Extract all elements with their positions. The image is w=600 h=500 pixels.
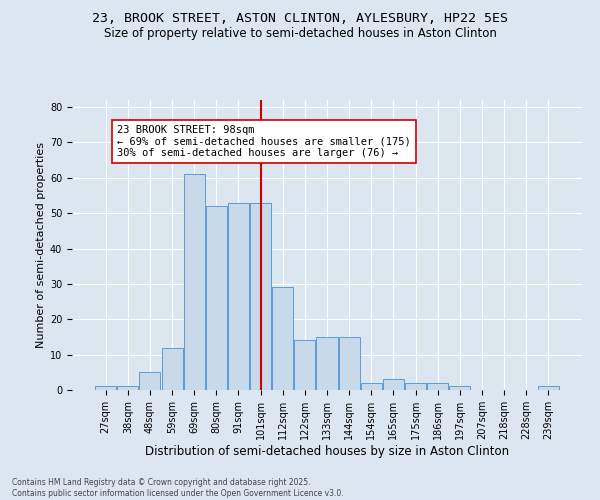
Bar: [316, 337, 338, 390]
Bar: [405, 383, 426, 390]
Text: Contains HM Land Registry data © Crown copyright and database right 2025.
Contai: Contains HM Land Registry data © Crown c…: [12, 478, 344, 498]
Bar: [361, 383, 382, 390]
Bar: [95, 386, 116, 390]
Bar: [184, 174, 205, 390]
Bar: [161, 348, 182, 390]
Bar: [228, 202, 249, 390]
Text: 23 BROOK STREET: 98sqm
← 69% of semi-detached houses are smaller (175)
30% of se: 23 BROOK STREET: 98sqm ← 69% of semi-det…: [117, 125, 410, 158]
Bar: [383, 380, 404, 390]
Bar: [295, 340, 316, 390]
Bar: [449, 386, 470, 390]
Bar: [206, 206, 227, 390]
Bar: [427, 383, 448, 390]
Bar: [250, 202, 271, 390]
Bar: [338, 337, 359, 390]
Y-axis label: Number of semi-detached properties: Number of semi-detached properties: [36, 142, 46, 348]
X-axis label: Distribution of semi-detached houses by size in Aston Clinton: Distribution of semi-detached houses by …: [145, 444, 509, 458]
Bar: [139, 372, 160, 390]
Bar: [118, 386, 139, 390]
Text: 23, BROOK STREET, ASTON CLINTON, AYLESBURY, HP22 5ES: 23, BROOK STREET, ASTON CLINTON, AYLESBU…: [92, 12, 508, 26]
Text: Size of property relative to semi-detached houses in Aston Clinton: Size of property relative to semi-detach…: [104, 28, 496, 40]
Bar: [538, 386, 559, 390]
Bar: [272, 288, 293, 390]
